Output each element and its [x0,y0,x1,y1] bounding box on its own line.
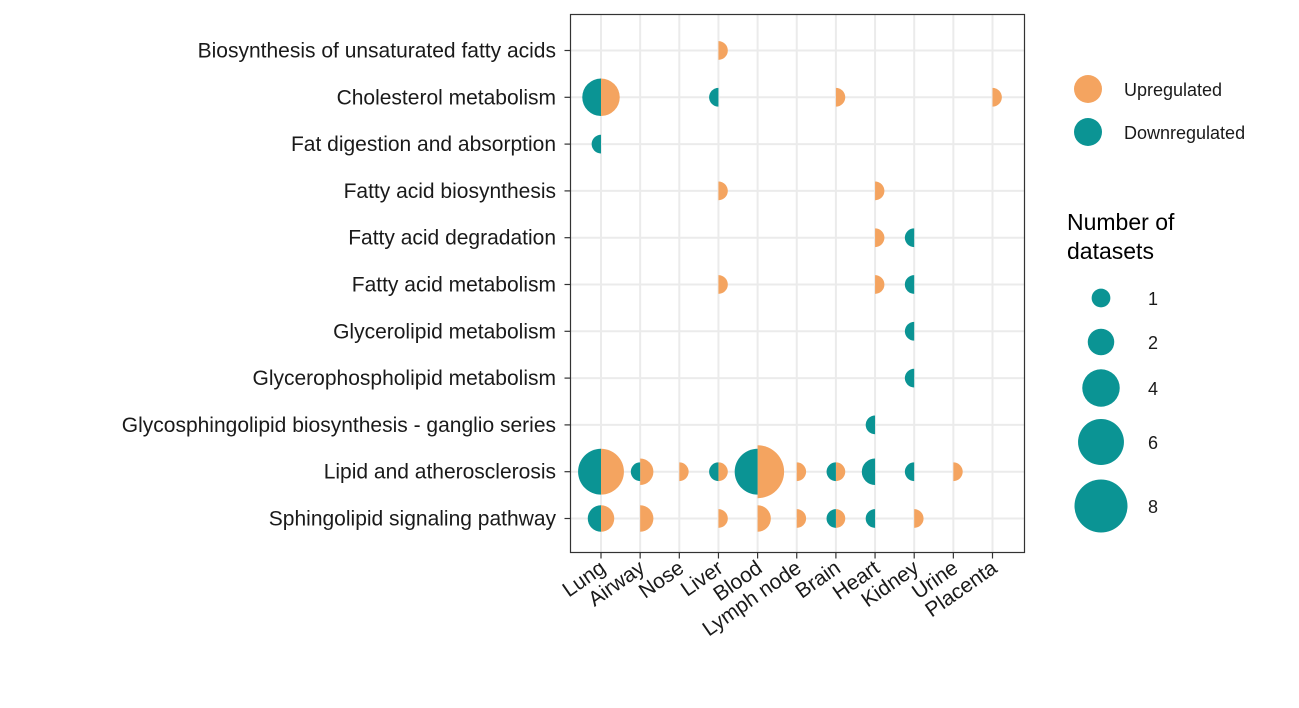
y-tick-label-glycerolipid-metabolism: Glycerolipid metabolism [333,320,556,343]
bubble-upregulated-lipid-and-atherosclerosis-lymph-node [796,462,807,482]
size-legend-label-4: 4 [1148,379,1158,399]
bubble-downregulated-glycerophospholipid-metabolism-kidney [904,368,915,388]
size-legend-label-2: 2 [1148,333,1158,353]
y-tick-label-fatty-acid-degradation: Fatty acid degradation [348,227,556,250]
legend-key-upregulated [1074,75,1102,103]
bubble-downregulated-fatty-acid-degradation-kidney [904,228,915,248]
bubble-downregulated-fat-digestion-and-absorption-lung [591,134,601,154]
bubble-upregulated-biosynthesis-of-unsaturated-fatty-acids-liver [718,41,728,60]
bubble-upregulated-fatty-acid-biosynthesis-liver [718,181,728,201]
bubble-upregulated-cholesterol-metabolism-lung [601,78,620,117]
y-tick-label-cholesterol-metabolism: Cholesterol metabolism [337,86,556,109]
bubble-upregulated-lipid-and-atherosclerosis-liver [718,462,728,482]
y-tick-label-fatty-acid-biosynthesis: Fatty acid biosynthesis [344,180,556,203]
size-legend-key-6 [1078,419,1124,465]
bubble-upregulated-lipid-and-atherosclerosis-blood [757,445,785,499]
bubble-upregulated-lipid-and-atherosclerosis-airway [640,458,654,485]
bubble-downregulated-lipid-and-atherosclerosis-blood [734,448,758,495]
bubble-upregulated-fatty-acid-biosynthesis-heart [875,181,885,201]
bubble-upregulated-lipid-and-atherosclerosis-nose [679,462,689,482]
plot-panel-border [569,13,1026,554]
size-legend-key-1 [1091,288,1111,308]
y-tick-label-fatty-acid-metabolism: Fatty acid metabolism [352,274,556,297]
bubble-downregulated-lipid-and-atherosclerosis-airway [630,462,641,482]
bubble-downregulated-cholesterol-metabolism-liver [709,87,719,107]
y-tick-label-biosynthesis-of-unsaturated-fatty-acids: Biosynthesis of unsaturated fatty acids [198,40,556,63]
bubble-downregulated-sphingolipid-signaling-pathway-lung [587,505,601,532]
legend: Upregulated Downregulated Number of dataset… [1067,75,1245,533]
y-tick-label-fat-digestion-and-absorption: Fat digestion and absorption [291,133,556,156]
size-legend-title-line-2: datasets [1067,238,1154,264]
size-legend-key-8 [1074,479,1128,533]
bubble-upregulated-sphingolipid-signaling-pathway-lymph-node [796,509,807,528]
bubble-downregulated-lipid-and-atherosclerosis-liver [709,462,719,482]
bubble-upregulated-sphingolipid-signaling-pathway-brain [835,509,846,528]
y-tick-label-lipid-and-atherosclerosis: Lipid and atherosclerosis [324,461,556,484]
y-tick-label-glycosphingolipid-biosynthesis-ganglio-series: Glycosphingolipid biosynthesis - ganglio… [122,414,556,437]
y-axis: Biosynthesis of unsaturated fatty acids C… [122,40,571,531]
bubble-upregulated-cholesterol-metabolism-placenta [992,87,1002,107]
bubble-downregulated-glycerolipid-metabolism-kidney [904,321,915,341]
bubble-upregulated-lipid-and-atherosclerosis-urine [953,462,963,482]
bubble-upregulated-lipid-and-atherosclerosis-lung [601,448,624,495]
bubble-upregulated-sphingolipid-signaling-pathway-blood [757,505,771,532]
bubble-upregulated-fatty-acid-metabolism-heart [875,275,885,294]
bubble-downregulated-sphingolipid-signaling-pathway-brain [826,509,836,528]
size-legend-title-line-1: Number of [1067,209,1175,235]
bubble-downregulated-lipid-and-atherosclerosis-lung [578,448,601,495]
y-tick-label-sphingolipid-signaling-pathway: Sphingolipid signaling pathway [269,508,557,531]
bubble-downregulated-glycosphingolipid-biosynthesis-ganglio-series-heart [865,415,876,435]
bubble-upregulated-sphingolipid-signaling-pathway-liver [718,509,728,528]
bubble-upregulated-sphingolipid-signaling-pathway-airway [640,505,654,532]
bubble-downregulated-cholesterol-metabolism-lung [582,78,601,117]
bubble-downregulated-sphingolipid-signaling-pathway-heart [865,509,876,528]
bubble-upregulated-fatty-acid-metabolism-liver [718,275,728,294]
bubble-upregulated-cholesterol-metabolism-brain [835,87,846,107]
bubble-upregulated-lipid-and-atherosclerosis-brain [835,462,846,482]
bubble-downregulated-fatty-acid-metabolism-kidney [904,275,915,294]
size-legend-key-4 [1082,369,1120,407]
legend-label-downregulated: Downregulated [1124,123,1245,143]
size-legend-label-6: 6 [1148,433,1158,453]
bubble-marks [578,41,1002,532]
y-tick-label-glycerophospholipid-metabolism: Glycerophospholipid metabolism [253,367,557,390]
bubble-upregulated-fatty-acid-degradation-heart [875,228,885,248]
legend-key-downregulated [1074,118,1102,146]
size-legend-label-1: 1 [1148,289,1158,309]
size-legend-label-8: 8 [1148,497,1158,517]
legend-label-upregulated: Upregulated [1124,80,1222,100]
bubble-upregulated-sphingolipid-signaling-pathway-kidney [914,509,924,528]
size-legend-key-2 [1087,328,1115,356]
bubble-downregulated-lipid-and-atherosclerosis-brain [826,462,836,482]
bubble-downregulated-lipid-and-atherosclerosis-heart [861,458,876,485]
bubble-downregulated-lipid-and-atherosclerosis-kidney [904,462,915,482]
bubble-upregulated-sphingolipid-signaling-pathway-lung [601,505,615,532]
